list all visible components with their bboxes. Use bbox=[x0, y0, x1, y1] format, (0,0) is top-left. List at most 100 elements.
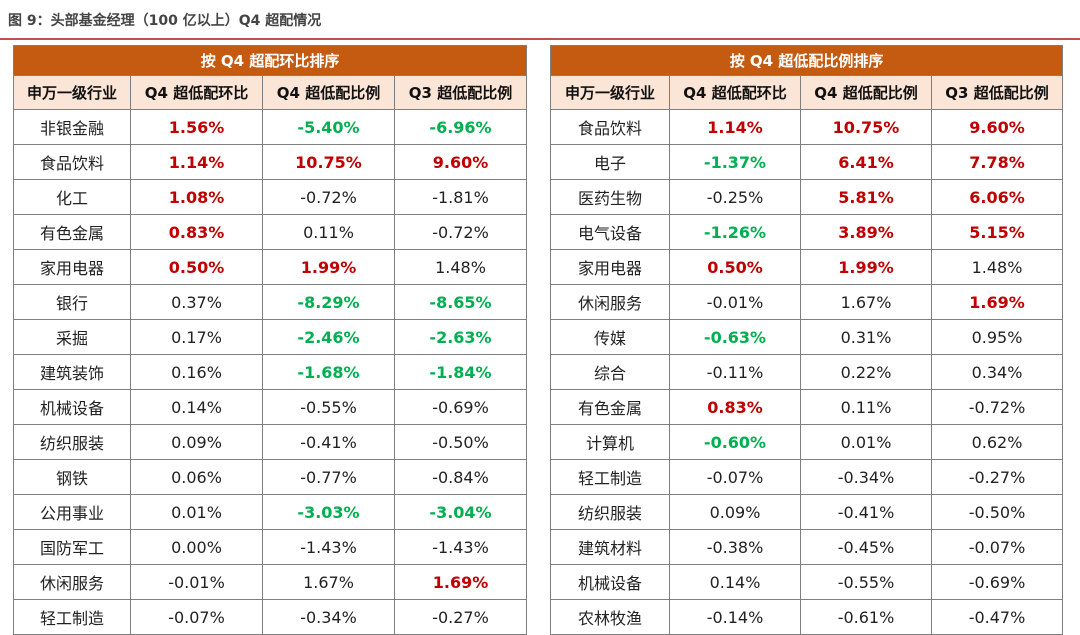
q4-ratio-cell: 0.11% bbox=[262, 214, 395, 250]
q4-change-cell: 0.00% bbox=[130, 529, 263, 565]
industry-cell: 采掘 bbox=[13, 319, 131, 355]
q4-change-cell: 0.83% bbox=[130, 214, 263, 250]
q4-change-cell: -1.26% bbox=[669, 214, 801, 250]
table-header-row: 申万一级行业 Q4 超低配环比 Q4 超低配比例 Q3 超低配比例 bbox=[550, 75, 1064, 110]
q4-change-cell: -1.37% bbox=[669, 144, 801, 180]
q3-ratio-cell: -0.50% bbox=[930, 494, 1064, 530]
q4-change-cell: -0.01% bbox=[130, 564, 263, 600]
table-row: 电气设备 -1.26% 3.89% 5.15% bbox=[550, 214, 1064, 250]
table-band-title: 按 Q4 超配环比排序 bbox=[12, 45, 528, 76]
table-body: 食品饮料 1.14% 10.75% 9.60% 电子 -1.37% 6.41% 7.78% 医药… bbox=[550, 109, 1064, 635]
table-row: 采掘 0.17% -2.46% -2.63% bbox=[13, 319, 528, 355]
industry-cell: 钢铁 bbox=[13, 459, 131, 495]
table-band-title: 按 Q4 超低配比例排序 bbox=[549, 45, 1064, 76]
q3-ratio-cell: -3.04% bbox=[393, 494, 528, 530]
industry-cell: 电气设备 bbox=[550, 214, 670, 250]
industry-cell: 计算机 bbox=[550, 424, 670, 460]
q3-ratio-cell: 0.34% bbox=[930, 354, 1064, 390]
q4-change-cell: -0.11% bbox=[669, 354, 801, 390]
q4-change-cell: 0.01% bbox=[130, 494, 263, 530]
column-header-q3-ratio: Q3 超低配比例 bbox=[393, 75, 528, 110]
industry-cell: 医药生物 bbox=[550, 179, 670, 215]
q3-ratio-cell: -8.65% bbox=[393, 284, 528, 320]
q3-ratio-cell: -6.96% bbox=[393, 109, 528, 145]
q4-change-cell: 0.14% bbox=[669, 564, 801, 600]
q3-ratio-cell: 1.69% bbox=[393, 564, 528, 600]
q4-ratio-cell: -0.77% bbox=[262, 459, 395, 495]
q4-ratio-cell: -0.45% bbox=[800, 529, 932, 565]
table-band-row: 按 Q4 超低配比例排序 bbox=[549, 45, 1064, 76]
table-row: 休闲服务 -0.01% 1.67% 1.69% bbox=[550, 284, 1064, 320]
industry-cell: 机械设备 bbox=[13, 389, 131, 425]
q4-change-cell: 0.06% bbox=[130, 459, 263, 495]
q3-ratio-cell: 1.69% bbox=[930, 284, 1064, 320]
q4-change-cell: 0.50% bbox=[669, 249, 801, 285]
table-body: 非银金融 1.56% -5.40% -6.96% 食品饮料 1.14% 10.75% 9.60… bbox=[13, 109, 528, 635]
q3-ratio-cell: -0.27% bbox=[393, 599, 528, 635]
q4-change-cell: 0.14% bbox=[130, 389, 263, 425]
industry-cell: 家用电器 bbox=[13, 249, 131, 285]
q3-ratio-cell: -0.72% bbox=[393, 214, 528, 250]
q3-ratio-cell: 1.48% bbox=[930, 249, 1064, 285]
q4-ratio-cell: 3.89% bbox=[800, 214, 932, 250]
q4-change-cell: 1.56% bbox=[130, 109, 263, 145]
q3-ratio-cell: 0.62% bbox=[930, 424, 1064, 460]
table-row: 食品饮料 1.14% 10.75% 9.60% bbox=[550, 109, 1064, 145]
q3-ratio-cell: 7.78% bbox=[930, 144, 1064, 180]
industry-cell: 食品饮料 bbox=[13, 144, 131, 180]
column-header-industry: 申万一级行业 bbox=[550, 75, 670, 110]
industry-cell: 建筑装饰 bbox=[13, 354, 131, 390]
figure-title: 图 9：头部基金经理（100 亿以上）Q4 超配情况 bbox=[8, 13, 322, 29]
q4-ratio-cell: 10.75% bbox=[262, 144, 395, 180]
q4-ratio-cell: -2.46% bbox=[262, 319, 395, 355]
q4-ratio-cell: -0.34% bbox=[262, 599, 395, 635]
table-row: 计算机 -0.60% 0.01% 0.62% bbox=[550, 424, 1064, 460]
table-header-row: 申万一级行业 Q4 超低配环比 Q4 超低配比例 Q3 超低配比例 bbox=[13, 75, 528, 110]
table-row: 家用电器 0.50% 1.99% 1.48% bbox=[13, 249, 528, 285]
q3-ratio-cell: 9.60% bbox=[930, 109, 1064, 145]
q3-ratio-cell: 5.15% bbox=[930, 214, 1064, 250]
table-row: 钢铁 0.06% -0.77% -0.84% bbox=[13, 459, 528, 495]
table-row: 家用电器 0.50% 1.99% 1.48% bbox=[550, 249, 1064, 285]
q4-ratio-cell: -0.34% bbox=[800, 459, 932, 495]
q3-ratio-cell: -0.72% bbox=[930, 389, 1064, 425]
q3-ratio-cell: -0.07% bbox=[930, 529, 1064, 565]
table-row: 综合 -0.11% 0.22% 0.34% bbox=[550, 354, 1064, 390]
table-by-q4-ratio: 按 Q4 超低配比例排序 申万一级行业 Q4 超低配环比 Q4 超低配比例 Q3… bbox=[549, 45, 1064, 635]
q4-ratio-cell: -0.72% bbox=[262, 179, 395, 215]
q4-ratio-cell: -0.41% bbox=[800, 494, 932, 530]
table-row: 电子 -1.37% 6.41% 7.78% bbox=[550, 144, 1064, 180]
table-row: 化工 1.08% -0.72% -1.81% bbox=[13, 179, 528, 215]
q4-change-cell: 0.16% bbox=[130, 354, 263, 390]
q4-ratio-cell: -5.40% bbox=[262, 109, 395, 145]
q4-ratio-cell: -1.68% bbox=[262, 354, 395, 390]
q4-change-cell: 0.09% bbox=[669, 494, 801, 530]
q4-ratio-cell: 0.31% bbox=[800, 319, 932, 355]
table-row: 有色金属 0.83% 0.11% -0.72% bbox=[13, 214, 528, 250]
q3-ratio-cell: -0.69% bbox=[393, 389, 528, 425]
table-row: 医药生物 -0.25% 5.81% 6.06% bbox=[550, 179, 1064, 215]
q4-change-cell: 0.17% bbox=[130, 319, 263, 355]
industry-cell: 轻工制造 bbox=[550, 459, 670, 495]
industry-cell: 休闲服务 bbox=[550, 284, 670, 320]
industry-cell: 银行 bbox=[13, 284, 131, 320]
q4-change-cell: -0.38% bbox=[669, 529, 801, 565]
q4-change-cell: 0.83% bbox=[669, 389, 801, 425]
industry-cell: 休闲服务 bbox=[13, 564, 131, 600]
industry-cell: 家用电器 bbox=[550, 249, 670, 285]
table-row: 机械设备 0.14% -0.55% -0.69% bbox=[550, 564, 1064, 600]
q4-ratio-cell: 10.75% bbox=[800, 109, 932, 145]
q4-change-cell: 0.37% bbox=[130, 284, 263, 320]
industry-cell: 机械设备 bbox=[550, 564, 670, 600]
table-row: 休闲服务 -0.01% 1.67% 1.69% bbox=[13, 564, 528, 600]
q4-change-cell: 1.14% bbox=[669, 109, 801, 145]
q3-ratio-cell: 1.48% bbox=[393, 249, 528, 285]
column-header-q3-ratio: Q3 超低配比例 bbox=[930, 75, 1064, 110]
q4-ratio-cell: 1.67% bbox=[262, 564, 395, 600]
q3-ratio-cell: -0.50% bbox=[393, 424, 528, 460]
industry-cell: 化工 bbox=[13, 179, 131, 215]
q4-ratio-cell: 5.81% bbox=[800, 179, 932, 215]
table-row: 食品饮料 1.14% 10.75% 9.60% bbox=[13, 144, 528, 180]
table-row: 建筑材料 -0.38% -0.45% -0.07% bbox=[550, 529, 1064, 565]
q4-ratio-cell: -0.55% bbox=[800, 564, 932, 600]
